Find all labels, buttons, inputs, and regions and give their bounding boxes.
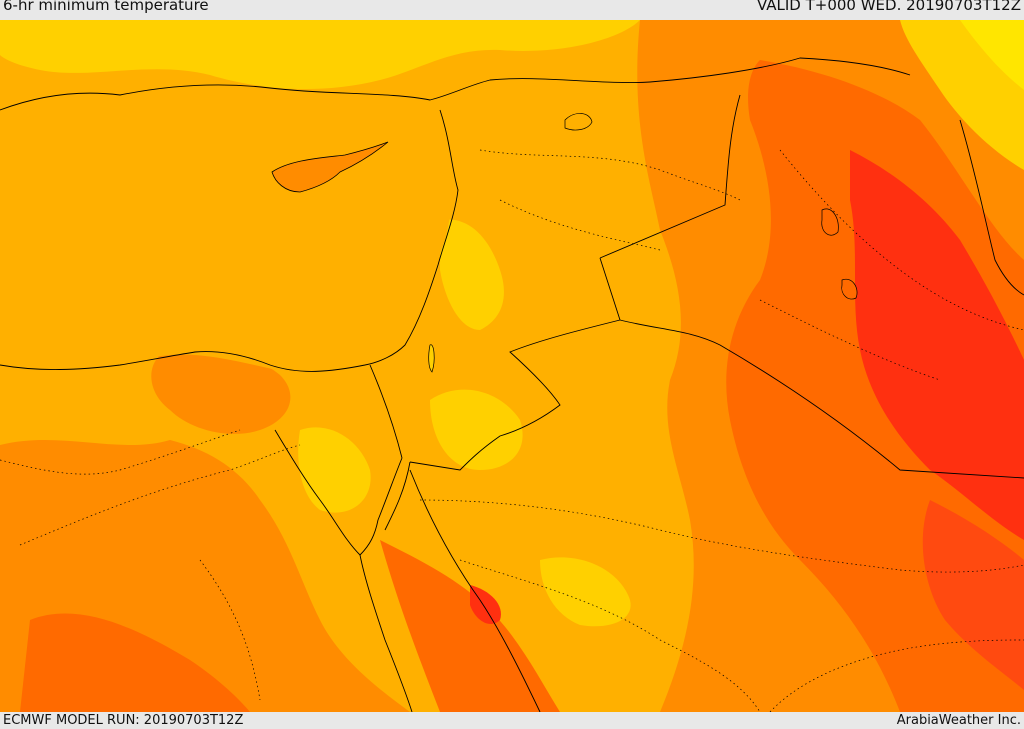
admin-line-5 <box>19 444 301 546</box>
field-redsea-hotspot <box>470 585 501 625</box>
coastline-egypt <box>0 351 366 372</box>
country-borders <box>0 57 1024 712</box>
coastline-levant <box>364 109 459 366</box>
admin-line-4 <box>759 299 941 381</box>
red-sea-west-coast <box>359 554 413 712</box>
admin-borders <box>0 149 1024 712</box>
field-sinai-cool <box>298 427 371 513</box>
field-saudi-cool <box>540 557 631 627</box>
coastline-southeast <box>959 119 1024 296</box>
footer-bar: ECMWF MODEL RUN: 20190703T12Z ArabiaWeat… <box>0 712 1024 729</box>
header-bar: 6-hr minimum temperature VALID T+000 WED… <box>0 0 1024 20</box>
border-jordan-iraq-saudi <box>599 257 1024 479</box>
field-egypt-north <box>151 350 291 434</box>
field-east-hottest <box>850 150 1024 540</box>
field-north-cool <box>0 20 640 90</box>
field-levant-cool <box>440 219 504 330</box>
lake-habbaniyah <box>841 278 858 300</box>
border-turkey-syria <box>489 57 911 84</box>
field-southeast-hotter <box>922 500 1024 690</box>
border-egypt-israel <box>369 364 403 459</box>
field-jordan-cool <box>430 389 523 470</box>
field-egypt-hot <box>20 613 250 712</box>
gulf-of-aqaba-coast <box>384 461 411 531</box>
cyprus-island <box>271 141 389 193</box>
red-sea-east-coast <box>409 469 541 712</box>
mediterranean-sea <box>0 98 454 375</box>
coastline-turkey <box>0 79 491 111</box>
provider-label: ArabiaWeather Inc. <box>896 713 1021 728</box>
border-jordan-saudi <box>409 319 621 471</box>
field-northeast-coolest <box>960 20 1024 90</box>
admin-line-8 <box>0 429 241 475</box>
temperature-map[interactable] <box>0 20 1024 712</box>
admin-line-6 <box>419 499 1024 573</box>
admin-line-9 <box>199 559 261 701</box>
dead-sea <box>428 344 435 373</box>
model-run-label: ECMWF MODEL RUN: 20190703T12Z <box>3 713 244 728</box>
border-syria-iraq <box>599 94 741 259</box>
map-panel[interactable] <box>0 20 1024 712</box>
lake-assad <box>564 113 593 131</box>
valid-time: VALID T+000 WED. 20190703T12Z <box>756 0 1021 14</box>
field-redsea-hot <box>380 540 560 712</box>
map-title: 6-hr minimum temperature <box>3 0 209 14</box>
gulf-of-suez-coast <box>274 429 403 556</box>
admin-line-2 <box>499 199 661 251</box>
lake-tharthar <box>821 208 839 236</box>
